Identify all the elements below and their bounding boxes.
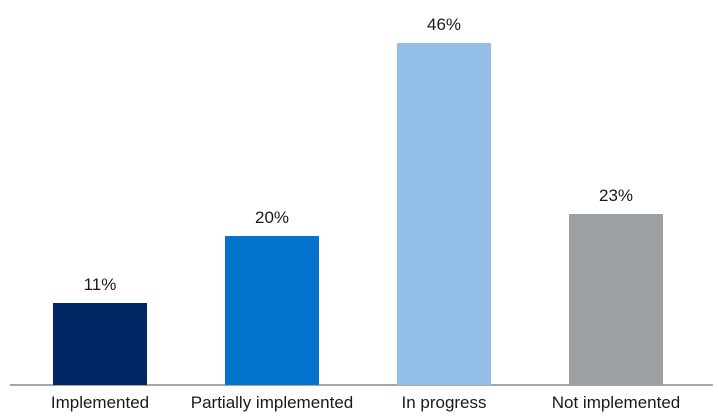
bar-value-label-implemented: 11% <box>83 275 117 294</box>
bar-value-label-in-progress: 46% <box>426 15 462 34</box>
category-label-in-progress: In progress <box>401 393 487 412</box>
bar-implemented <box>53 303 147 385</box>
bar-partially-implemented <box>225 236 319 385</box>
category-label-implemented: Implemented <box>50 393 150 412</box>
category-label-not-implemented: Not implemented <box>551 393 681 412</box>
category-label-partially-implemented: Partially implemented <box>190 393 354 412</box>
bar-value-label-not-implemented: 23% <box>598 186 634 205</box>
bar-not-implemented <box>569 214 663 385</box>
x-axis-line <box>10 384 713 386</box>
bar-in-progress <box>397 43 491 385</box>
bar-value-label-partially-implemented: 20% <box>254 208 290 227</box>
